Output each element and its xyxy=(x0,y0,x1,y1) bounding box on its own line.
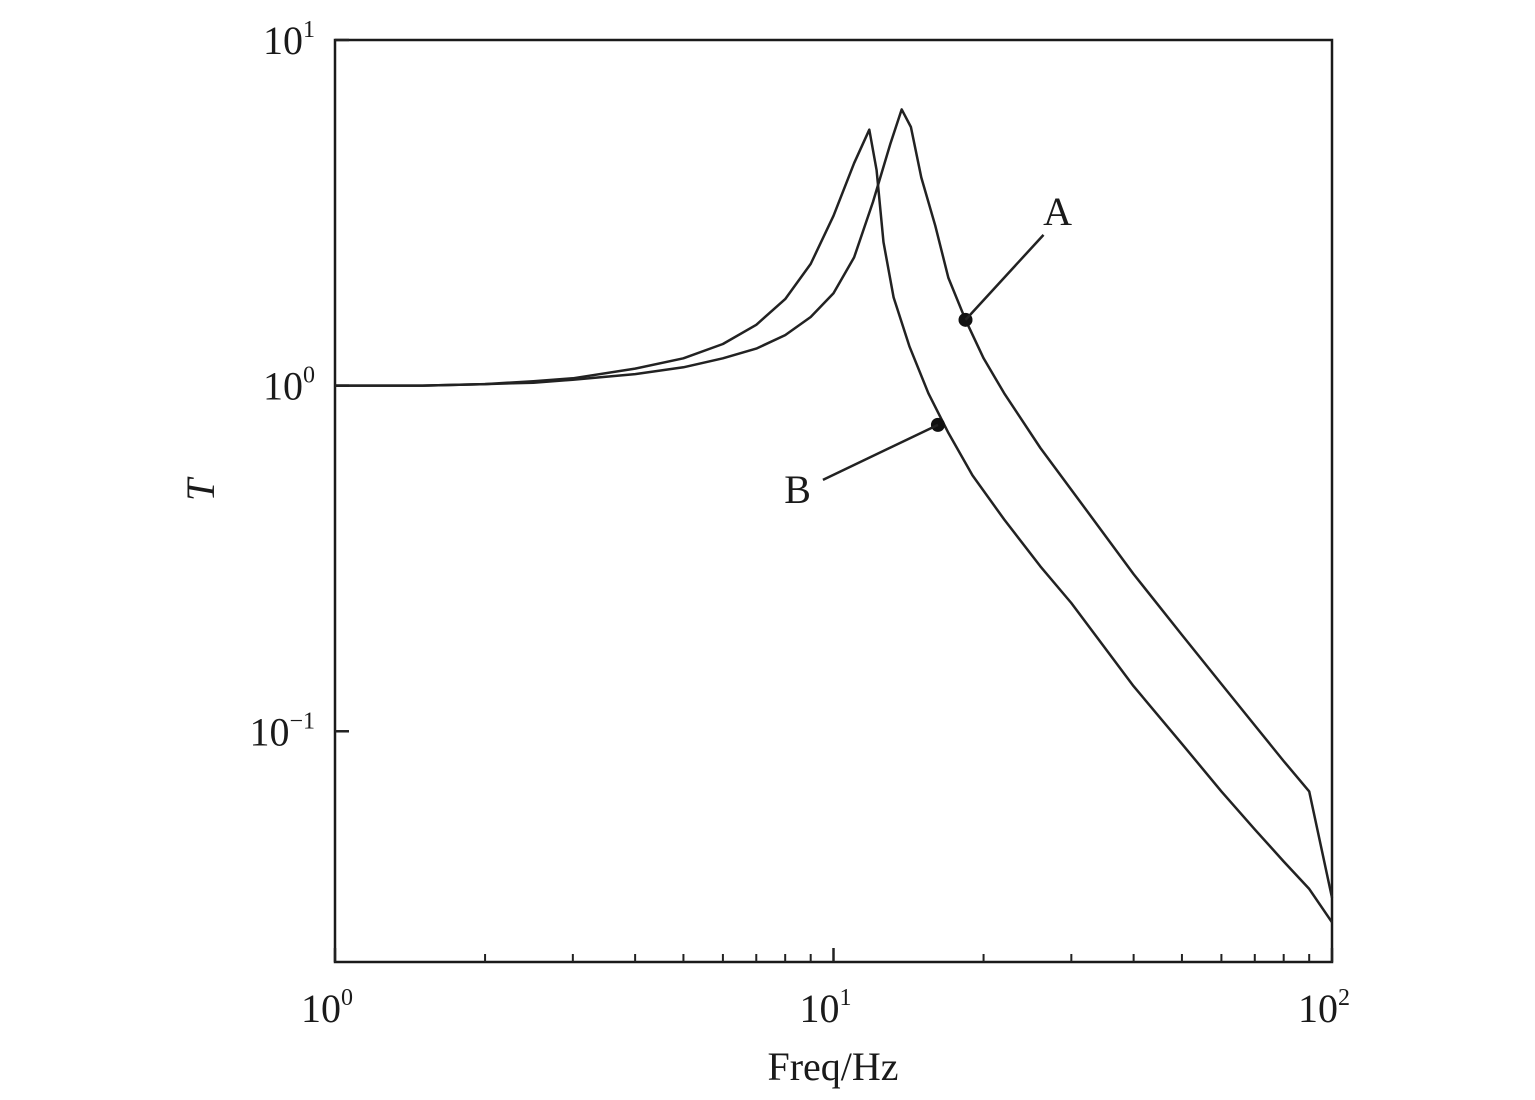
y-tick-label-1: 100 xyxy=(263,363,315,409)
y-axis-label: T xyxy=(178,476,223,501)
tick-labels: 100 101 102 101 100 10−1 xyxy=(249,17,1350,1031)
x-tick-label-0: 100 xyxy=(301,985,353,1031)
annotation-A: A xyxy=(1043,189,1072,234)
y-tick-label-0: 101 xyxy=(263,17,315,63)
series-line-2 xyxy=(335,108,1334,898)
leader-line-A xyxy=(964,234,1045,321)
leader-line-B xyxy=(822,423,939,481)
series-line-1 xyxy=(335,128,1334,924)
annotation-layer: AB xyxy=(784,189,1072,512)
x-tick-label-1: 101 xyxy=(800,985,852,1031)
axis-ticks xyxy=(333,38,1334,962)
plot-frame xyxy=(333,38,1334,964)
annotation-B: B xyxy=(784,467,811,512)
x-tick-label-2: 102 xyxy=(1298,985,1350,1031)
y-tick-label-2: 10−1 xyxy=(249,708,315,754)
x-axis-label: Freq/Hz xyxy=(767,1044,898,1089)
series-layer xyxy=(335,108,1334,924)
